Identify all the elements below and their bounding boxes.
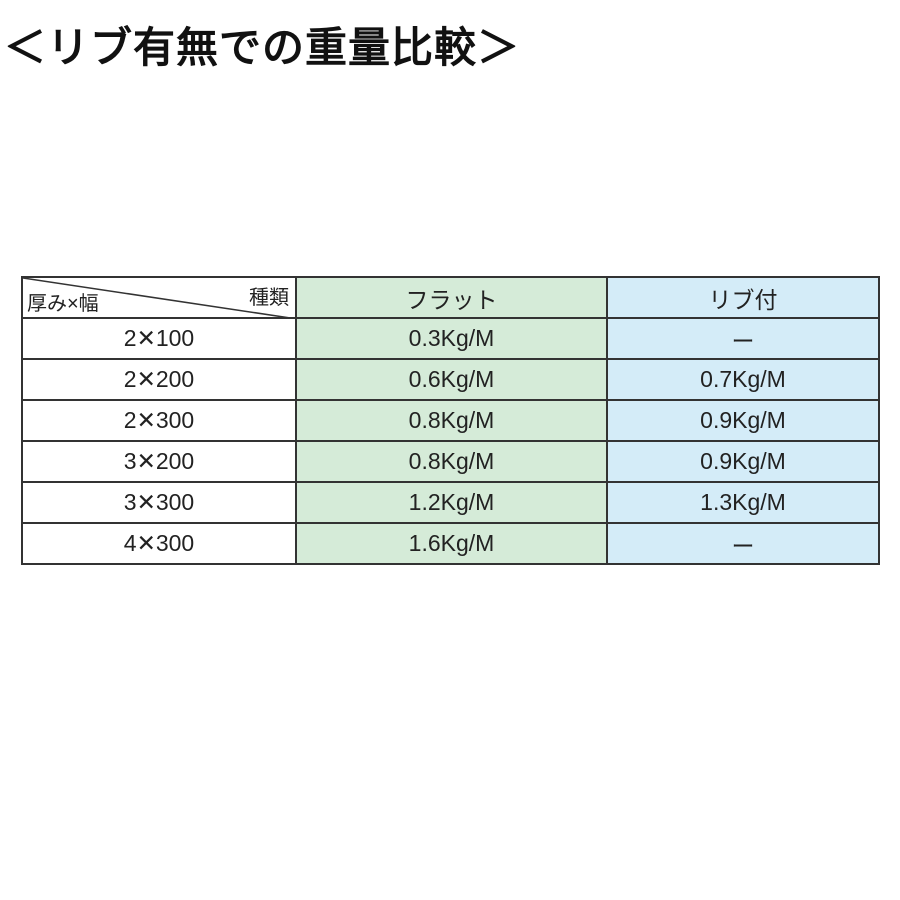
size-cell: 3✕300 [21,481,297,524]
table-row: 2✕100 0.3Kg/M ー [21,317,880,360]
rib-weight-cell: 1.3Kg/M [606,481,880,524]
corner-header-cell: 種類 厚み×幅 [21,276,297,319]
table-row: 3✕300 1.2Kg/M 1.3Kg/M [21,481,880,524]
flat-weight-cell: 1.6Kg/M [295,522,608,565]
size-label: 厚み×幅 [27,293,99,315]
flat-weight-cell: 0.8Kg/M [295,399,608,442]
flat-weight-cell: 0.6Kg/M [295,358,608,401]
table-row: 4✕300 1.6Kg/M ー [21,522,880,565]
size-cell: 3✕200 [21,440,297,483]
diagonal-divider [23,278,297,319]
size-cell: 2✕300 [21,399,297,442]
rib-weight-cell: 0.9Kg/M [606,399,880,442]
size-cell: 4✕300 [21,522,297,565]
rib-weight-cell: 0.7Kg/M [606,358,880,401]
header-flat: フラット [295,276,608,319]
header-row: 種類 厚み×幅 フラット リブ付 [21,276,880,319]
page-title: ＜リブ有無での重量比較＞ [4,23,521,72]
flat-weight-cell: 1.2Kg/M [295,481,608,524]
size-cell: 2✕200 [21,358,297,401]
weight-comparison-table: 種類 厚み×幅 フラット リブ付 2✕100 0.3Kg/M ー 2✕200 0.6K… [21,276,880,565]
table-row: 3✕200 0.8Kg/M 0.9Kg/M [21,440,880,483]
type-label: 種類 [249,287,289,309]
size-cell: 2✕100 [21,317,297,360]
flat-weight-cell: 0.3Kg/M [295,317,608,360]
header-rib: リブ付 [606,276,880,319]
rib-weight-cell: ー [606,522,880,565]
rib-weight-cell: ー [606,317,880,360]
rib-weight-cell: 0.9Kg/M [606,440,880,483]
table-row: 2✕200 0.6Kg/M 0.7Kg/M [21,358,880,401]
flat-weight-cell: 0.8Kg/M [295,440,608,483]
table-row: 2✕300 0.8Kg/M 0.9Kg/M [21,399,880,442]
